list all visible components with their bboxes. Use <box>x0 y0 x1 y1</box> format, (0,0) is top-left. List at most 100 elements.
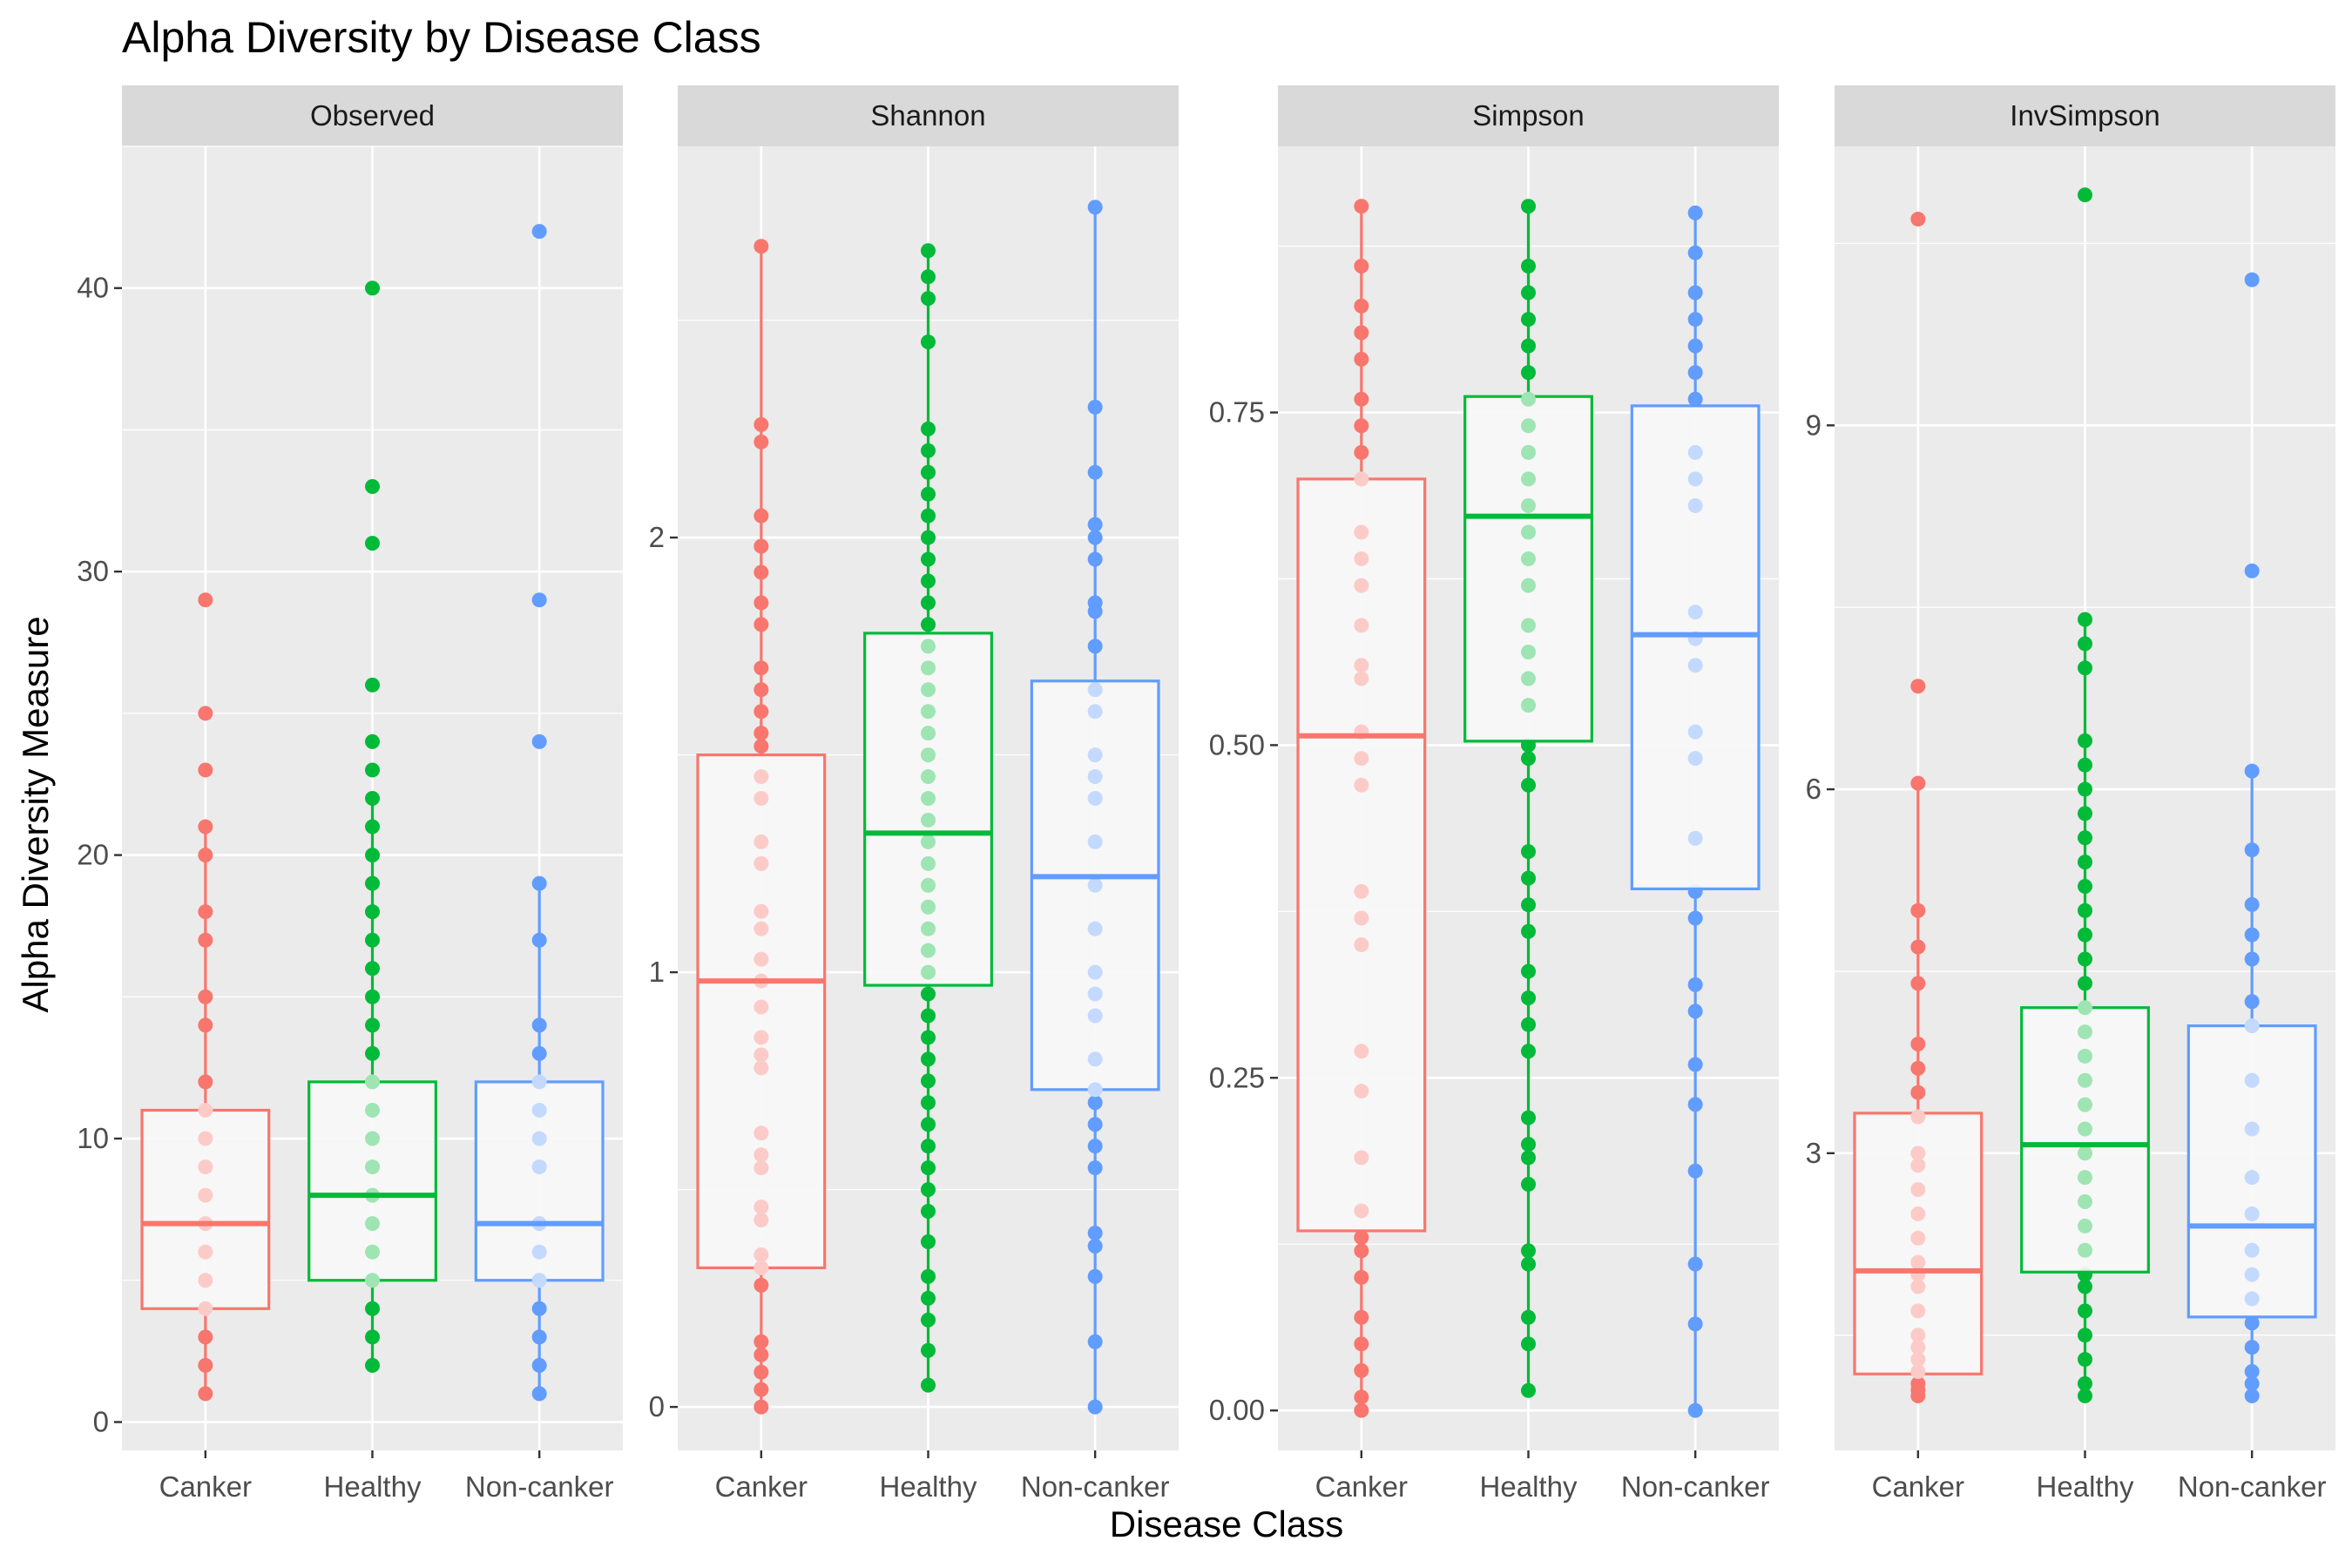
data-point <box>754 508 769 524</box>
data-point <box>1910 939 1926 955</box>
x-tick-label: Healthy <box>2037 1470 2134 1503</box>
series-canker-invsimpson <box>1853 212 1984 1403</box>
data-point <box>198 932 213 948</box>
data-point <box>921 1008 936 1024</box>
data-point <box>365 961 380 977</box>
data-point <box>1087 551 1103 567</box>
y-tick-label: 10 <box>77 1122 109 1154</box>
data-point <box>921 1290 936 1306</box>
data-point <box>1910 1254 1926 1270</box>
data-point <box>1521 671 1536 686</box>
data-point <box>2078 781 2092 797</box>
strip-label-simpson: Simpson <box>1472 99 1584 132</box>
data-point <box>1910 1060 1926 1076</box>
x-tick-label: Healthy <box>880 1470 977 1503</box>
data-point <box>754 564 769 580</box>
data-point <box>365 848 380 863</box>
data-point <box>2244 763 2260 779</box>
strip-label-invsimpson: InvSimpson <box>2010 99 2159 132</box>
data-point <box>1087 1008 1103 1024</box>
data-point <box>921 682 936 698</box>
data-point <box>1354 471 1369 487</box>
data-point <box>2244 842 2260 858</box>
y-tick-label: 6 <box>1806 773 1821 805</box>
data-point <box>531 1301 547 1316</box>
data-point <box>1910 775 1926 791</box>
data-point <box>921 1139 936 1154</box>
data-point <box>2078 636 2092 652</box>
data-point <box>1087 1051 1103 1067</box>
x-tick-label: Canker <box>159 1470 252 1503</box>
data-point <box>2244 1072 2260 1088</box>
data-point <box>1354 391 1369 407</box>
data-point <box>754 999 769 1015</box>
data-point <box>1087 1226 1103 1240</box>
data-point <box>921 769 936 785</box>
data-point <box>1354 1389 1369 1405</box>
data-point <box>2244 1018 2260 1034</box>
x-tick-label: Canker <box>715 1470 808 1503</box>
data-point <box>2078 976 2092 991</box>
data-point <box>2244 272 2260 287</box>
y-tick-label: 3 <box>1806 1137 1821 1169</box>
data-point <box>2078 1146 2092 1161</box>
data-point <box>1687 658 1703 673</box>
data-point <box>1910 902 1926 918</box>
data-point <box>365 875 380 891</box>
data-point <box>2078 1328 2092 1343</box>
data-point <box>1687 444 1703 460</box>
data-point <box>1687 910 1703 926</box>
data-point <box>531 1244 547 1260</box>
data-point <box>2244 1267 2260 1282</box>
data-point <box>754 855 769 871</box>
x-axis-title: Disease Class <box>1110 1504 1343 1544</box>
data-point <box>531 1329 547 1345</box>
data-point <box>754 1060 769 1076</box>
data-point <box>531 1045 547 1061</box>
data-point <box>921 530 936 545</box>
data-point <box>754 1277 769 1293</box>
series-non-canker-simpson <box>1630 205 1761 1418</box>
data-point <box>365 733 380 749</box>
data-point <box>1087 747 1103 763</box>
data-point <box>1910 212 1926 227</box>
data-point <box>365 1329 380 1345</box>
data-point <box>1910 1328 1926 1343</box>
data-point <box>1910 1158 1926 1173</box>
data-point <box>1521 365 1536 381</box>
data-point <box>1687 830 1703 846</box>
data-point <box>754 1399 769 1415</box>
data-point <box>2078 1024 2092 1040</box>
data-point <box>1687 1004 1703 1019</box>
data-point <box>365 479 380 495</box>
data-point <box>2244 1170 2260 1186</box>
data-point <box>531 1159 547 1175</box>
data-point <box>1687 205 1703 220</box>
data-point <box>1087 530 1103 545</box>
data-point <box>1687 1097 1703 1112</box>
data-point <box>921 443 936 458</box>
y-tick-label: 0 <box>649 1390 665 1423</box>
data-point <box>365 791 380 806</box>
data-point <box>2244 994 2260 1010</box>
data-point <box>1354 1150 1369 1166</box>
data-point <box>1521 258 1536 274</box>
data-point <box>1087 964 1103 980</box>
data-point <box>1521 338 1536 354</box>
data-point <box>1687 1163 1703 1179</box>
data-point <box>1354 1402 1369 1418</box>
data-point <box>754 1347 769 1362</box>
data-point <box>754 682 769 698</box>
data-point <box>754 1047 769 1063</box>
data-point <box>531 224 547 240</box>
data-point <box>531 1102 547 1118</box>
data-point <box>1521 1044 1536 1059</box>
data-point <box>198 706 213 721</box>
data-point <box>1687 245 1703 260</box>
data-point <box>1354 937 1369 953</box>
data-point <box>1521 199 1536 214</box>
data-point <box>2244 951 2260 967</box>
data-point <box>2244 1375 2260 1391</box>
data-point <box>1354 351 1369 367</box>
